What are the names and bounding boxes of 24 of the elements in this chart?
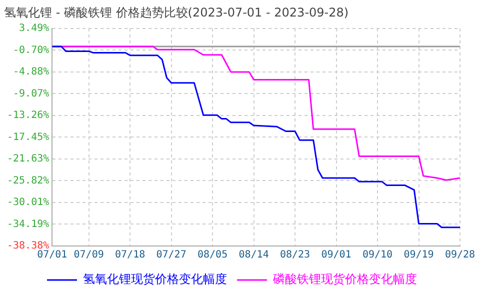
y-tick-label: -9.07%: [13, 88, 50, 100]
y-tick-label: 3.49%: [19, 22, 50, 34]
legend-label: 磷酸铁锂现货价格变化幅度: [272, 272, 417, 286]
x-tick-label: 09/01: [321, 250, 352, 261]
y-tick-label: -4.88%: [13, 66, 50, 78]
x-tick-label: 07/01: [37, 250, 68, 261]
x-tick-label: 09/10: [362, 250, 393, 261]
x-tick-label: 09/19: [404, 250, 434, 261]
chart-title: 氢氧化锂 - 磷酸铁锂 价格趋势比较(2023-07-01 - 2023-09-28): [4, 5, 349, 20]
y-tick-label: -30.01%: [6, 197, 50, 208]
x-tick-label: 07/27: [156, 250, 186, 261]
x-tick-label: 07/18: [114, 250, 146, 261]
legend-label: 氢氧化锂现货价格变化幅度: [83, 272, 227, 286]
x-tick-label: 08/05: [197, 250, 228, 261]
y-tick-label: -34.19%: [6, 218, 50, 230]
y-tick-label: -0.70%: [13, 44, 50, 56]
x-tick-label: 07/09: [74, 250, 104, 261]
x-tick-label: 08/23: [280, 250, 310, 261]
y-tick-label: -21.63%: [6, 154, 50, 165]
x-tick-label: 09/28: [444, 250, 476, 261]
y-tick-label: -13.26%: [6, 110, 50, 122]
x-tick-label: 08/14: [238, 250, 269, 261]
y-tick-label: -17.45%: [6, 132, 50, 143]
y-tick-label: -25.82%: [6, 175, 50, 186]
